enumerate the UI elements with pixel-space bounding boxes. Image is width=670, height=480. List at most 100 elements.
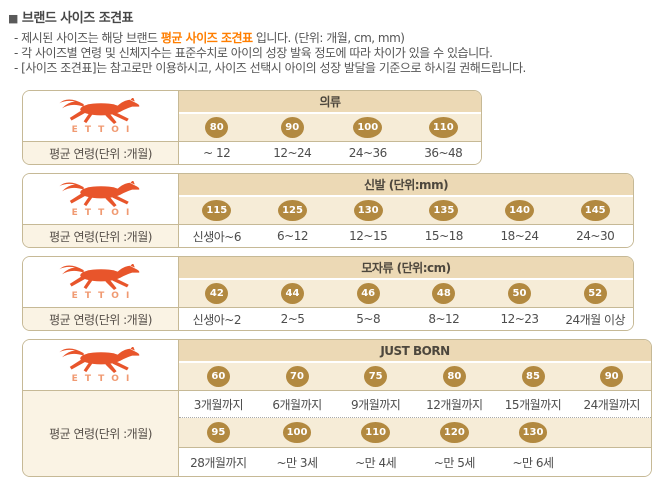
horse-logo-icon (58, 346, 139, 373)
age-value: 6~12 (277, 229, 308, 243)
age-value: 8~12 (428, 312, 460, 326)
size-badge: 95 (206, 422, 230, 443)
age-value: 6개월까지 (272, 397, 322, 412)
row-label: 평균 연령(단위 :개월) (23, 224, 179, 247)
note-line-3: - [사이즈 조견표]는 참고로만 이용하시고, 사이즈 선택시 아이의 성장 … (14, 61, 526, 75)
size-badge: 42 (205, 283, 229, 304)
size-badge: 85 (521, 366, 545, 387)
size-badge-cell: 125 (255, 197, 331, 224)
age-value: 신생아~6 (192, 229, 242, 244)
note-line-2: - 각 사이즈별 연령 및 신체지수는 표준수치로 아이의 성장 발육 정도에 … (14, 46, 493, 60)
row-label: 평균 연령(단위 :개월) (23, 141, 179, 164)
size-badge-cell: 130 (494, 418, 573, 447)
size-badge-cell: 52 (557, 280, 633, 307)
age-value: 신생아~2 (192, 312, 242, 327)
size-badge-cell: 42 (179, 280, 255, 307)
age-value: 24~30 (576, 229, 615, 243)
horse-logo-icon (58, 180, 139, 207)
size-badge: 48 (432, 283, 456, 304)
page-header: ■ 브랜드 사이즈 조견표 - 제시된 사이즈는 해당 브랜드 평균 사이즈 조견… (0, 0, 670, 76)
size-badge-cell: 85 (494, 363, 573, 390)
size-badge: 100 (353, 117, 383, 138)
age-value: 12~15 (349, 229, 388, 243)
age-value: ~ 12 (203, 146, 231, 160)
size-badge-row: 80 90 100 110 (179, 114, 481, 141)
size-table-shoes: ETTOI 신발 (단위:mm) 115 125 130 135 140 145… (22, 173, 634, 248)
size-badge-cell: 100 (330, 114, 406, 141)
size-badge-cell: 75 (336, 363, 415, 390)
size-table-clothing: ETTOI 의류 80 90 100 110 평균 연령(단위 :개월) ~ 1… (22, 90, 482, 165)
age-value: 24~36 (348, 146, 388, 160)
size-badge-cell: 70 (258, 363, 337, 390)
brand-logo: ETTOI (23, 91, 179, 141)
age-value: 24개월 이상 (565, 312, 626, 327)
brand-logo: ETTOI (23, 174, 179, 224)
age-value: 15~18 (424, 229, 464, 243)
size-badge-cell: 130 (330, 197, 406, 224)
age-value: ~만 5세 (433, 455, 476, 470)
size-badge-cell-empty (572, 418, 651, 447)
age-value: 12개월까지 (426, 397, 483, 412)
age-value-row: 신생아~2 2~5 5~8 8~12 12~23 24개월 이상 (179, 307, 633, 330)
size-badge-cell: 90 (572, 363, 651, 390)
age-value: 9개월까지 (351, 397, 401, 412)
brand-logo-text: ETTOI (71, 290, 137, 301)
table-header-shoes: 신발 (단위:mm) (179, 174, 633, 197)
size-badge-row: 115 125 130 135 140 145 (179, 197, 633, 224)
size-badge-cell: 110 (336, 418, 415, 447)
size-badge: 70 (285, 366, 309, 387)
age-value: 28개월까지 (190, 455, 247, 470)
horse-logo-icon (58, 97, 139, 124)
size-badge-cell: 140 (482, 197, 558, 224)
note-1-highlight: 평균 사이즈 조견표 (160, 31, 253, 45)
size-badge-cell: 48 (406, 280, 482, 307)
size-badge: 44 (281, 283, 304, 304)
size-badge-cell: 110 (406, 114, 482, 141)
size-badge-cell: 135 (406, 197, 482, 224)
size-badge-cell: 90 (255, 114, 331, 141)
row-label: 평균 연령(단위 :개월) (23, 390, 179, 476)
note-line-1: - 제시된 사이즈는 해당 브랜드 평균 사이즈 조견표 입니다. (단위: 개… (14, 31, 670, 46)
age-value: 3개월까지 (193, 397, 244, 412)
age-value: ~만 3세 (276, 455, 318, 470)
size-badge: 46 (356, 283, 380, 304)
age-value: 18~24 (500, 229, 539, 243)
age-value: 36~48 (424, 146, 463, 160)
size-badge-cell: 95 (179, 418, 258, 447)
horse-logo-icon (58, 263, 139, 290)
size-badge-cell: 80 (179, 114, 255, 141)
size-badge: 75 (364, 366, 388, 387)
size-badge-row-1: 60 70 75 80 85 90 (179, 363, 651, 390)
age-value: 12~23 (500, 312, 539, 326)
page-title: ■ 브랜드 사이즈 조견표 (8, 7, 670, 26)
brand-logo: ETTOI (23, 340, 179, 390)
size-table-justborn: ETTOI JUST BORN 60 70 75 80 85 90 평균 연령(… (22, 339, 652, 477)
size-badge: 125 (278, 200, 307, 221)
page-title-text: 브랜드 사이즈 조견표 (21, 11, 134, 26)
size-badge-cell: 145 (557, 197, 633, 224)
size-badge-cell: 100 (258, 418, 337, 447)
size-table-hats: ETTOI 모자류 (단위:cm) 42 44 46 48 50 52 평균 연… (22, 256, 634, 331)
age-value: ~만 4세 (355, 455, 397, 470)
size-badge-cell: 115 (179, 197, 255, 224)
age-value-row: 신생아~6 6~12 12~15 15~18 18~24 24~30 (179, 224, 633, 247)
size-tables: ETTOI 의류 80 90 100 110 평균 연령(단위 :개월) ~ 1… (0, 76, 670, 477)
age-value: ~만 6세 (512, 455, 554, 470)
size-badge-cell: 50 (482, 280, 558, 307)
brand-logo-text: ETTOI (71, 207, 137, 218)
size-badge: 50 (508, 283, 532, 304)
size-badge: 90 (600, 366, 624, 387)
size-badge: 145 (580, 200, 610, 221)
size-badge: 52 (583, 283, 607, 304)
size-badge-cell: 80 (415, 363, 494, 390)
age-value: 2~5 (280, 312, 305, 326)
size-badge: 130 (353, 200, 383, 221)
brand-logo-text: ETTOI (71, 124, 137, 135)
age-value: 15개월까지 (504, 397, 562, 412)
brand-logo: ETTOI (23, 257, 179, 307)
age-value: 5~8 (356, 312, 381, 326)
size-badge: 110 (428, 117, 458, 138)
size-badge-cell: 46 (330, 280, 406, 307)
size-badge: 100 (282, 422, 312, 443)
size-badge-row: 42 44 46 48 50 52 (179, 280, 633, 307)
